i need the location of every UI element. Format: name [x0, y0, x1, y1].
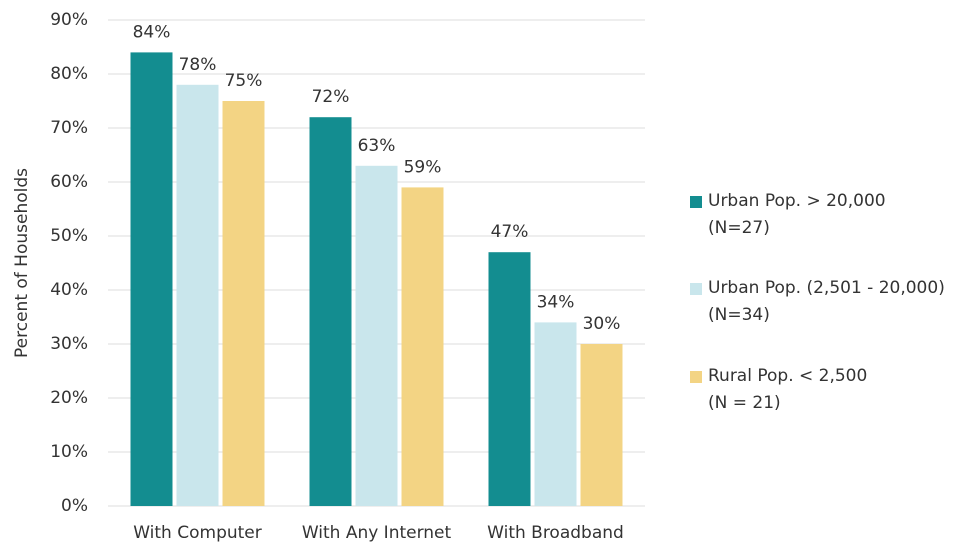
y-tick-label: 10%	[50, 442, 88, 462]
legend-label: Rural Pop. < 2,500 (N = 21)	[708, 366, 868, 413]
data-label: 78%	[179, 55, 217, 75]
bar	[401, 187, 444, 506]
y-tick-label: 90%	[50, 10, 88, 30]
data-label: 63%	[358, 136, 396, 156]
legend-swatch	[690, 283, 702, 295]
data-label: 75%	[225, 71, 263, 91]
data-label: 34%	[537, 292, 575, 312]
x-tick-label: With Computer	[133, 523, 262, 543]
legend-item: Rural Pop. < 2,500 (N = 21)	[690, 363, 867, 417]
data-label: 72%	[312, 87, 350, 107]
y-tick-label: 50%	[50, 226, 88, 246]
bar	[130, 52, 173, 507]
y-tick-label: 0%	[61, 496, 88, 516]
y-tick-label: 70%	[50, 118, 88, 138]
bar	[488, 252, 531, 506]
data-label: 84%	[133, 22, 171, 42]
y-tick-label: 60%	[50, 172, 88, 192]
bar	[309, 117, 352, 506]
bar	[355, 165, 398, 507]
bar	[176, 84, 219, 507]
legend-label: Urban Pop. > 20,000 (N=27)	[708, 191, 886, 238]
y-tick-label: 80%	[50, 64, 88, 84]
y-tick-label: 20%	[50, 388, 88, 408]
legend-item: Urban Pop. (2,501 - 20,000) (N=34)	[690, 275, 945, 329]
y-axis-label: Percent of Households	[12, 168, 32, 358]
bar	[534, 322, 577, 506]
x-tick-label: With Any Internet	[302, 523, 452, 543]
x-tick-label: With Broadband	[487, 523, 624, 543]
y-tick-label: 30%	[50, 334, 88, 354]
data-label: 59%	[404, 157, 442, 177]
legend-swatch	[690, 371, 702, 383]
data-label: 47%	[491, 222, 529, 242]
legend-item: Urban Pop. > 20,000 (N=27)	[690, 188, 886, 242]
data-label: 30%	[583, 314, 621, 334]
legend-label: Urban Pop. (2,501 - 20,000) (N=34)	[708, 278, 945, 325]
bar	[222, 101, 265, 506]
bar	[580, 344, 623, 506]
legend-swatch	[690, 196, 702, 208]
y-tick-label: 40%	[50, 280, 88, 300]
